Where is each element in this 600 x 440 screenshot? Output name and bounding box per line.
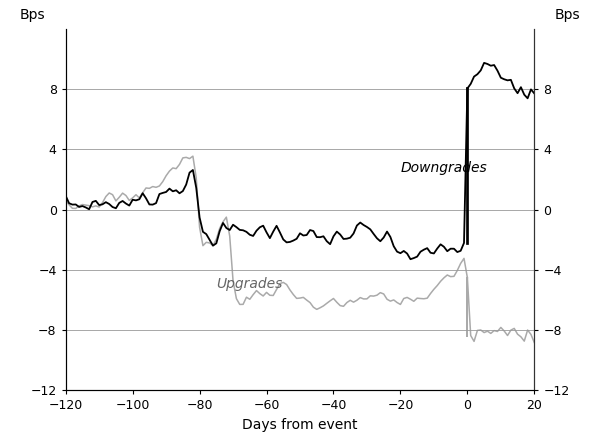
Text: Bps: Bps <box>20 8 46 22</box>
Text: Bps: Bps <box>554 8 580 22</box>
Text: Upgrades: Upgrades <box>217 277 283 291</box>
X-axis label: Days from event: Days from event <box>242 418 358 432</box>
Text: Downgrades: Downgrades <box>400 161 487 175</box>
